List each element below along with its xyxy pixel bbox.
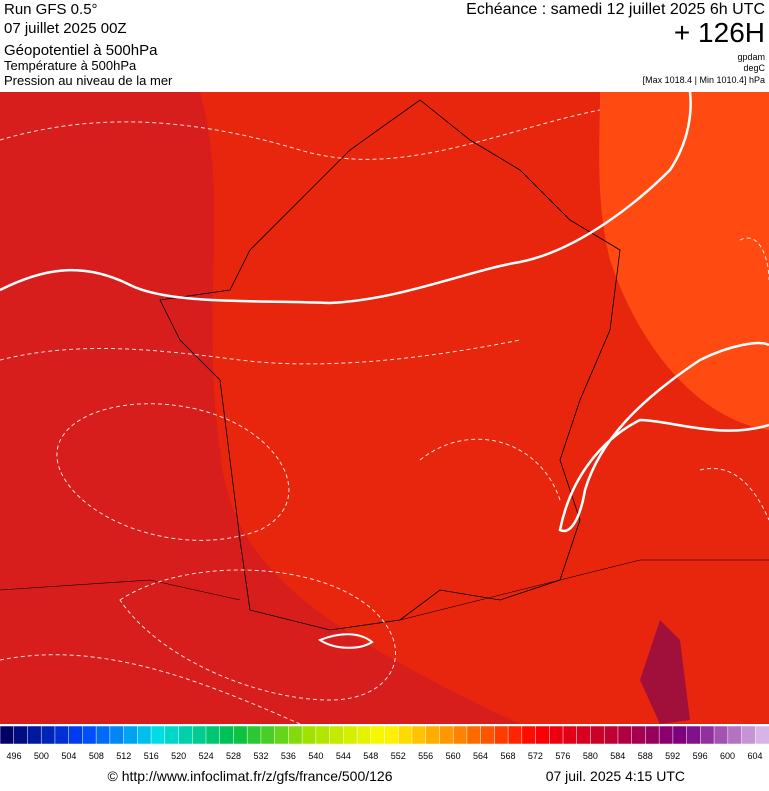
scale-swatch <box>727 725 743 745</box>
scale-swatch <box>68 725 84 745</box>
scale-swatch <box>494 725 509 745</box>
scale-label: 544 <box>336 751 351 761</box>
scale-label: 508 <box>89 751 104 761</box>
scale-swatch <box>713 725 729 745</box>
scale-swatch <box>356 725 372 745</box>
scale-swatch <box>411 725 427 745</box>
footer-url: © http://www.infoclimat.fr/z/gfs/france/… <box>108 768 393 784</box>
scale-swatch <box>274 725 290 745</box>
scale-swatch <box>562 725 578 745</box>
scale-swatch <box>27 725 42 745</box>
scale-swatch <box>603 725 619 745</box>
scale-swatch <box>137 725 152 745</box>
scale-label: 504 <box>61 751 76 761</box>
scale-swatch <box>54 725 70 745</box>
scale-label: 560 <box>446 751 461 761</box>
scale-label: 604 <box>747 751 762 761</box>
scale-swatch <box>452 725 468 745</box>
pressure-range: [Max 1018.4 | Min 1010.4] hPa <box>643 75 765 85</box>
scale-swatch <box>233 725 248 745</box>
scale-label: 512 <box>116 751 131 761</box>
scale-swatch <box>109 725 125 745</box>
run-date: 07 juillet 2025 00Z <box>4 20 127 37</box>
scale-label: 580 <box>583 751 598 761</box>
scale-label: 548 <box>363 751 378 761</box>
scale-label: 600 <box>720 751 735 761</box>
scale-label: 588 <box>638 751 653 761</box>
scale-swatch <box>260 725 276 745</box>
scale-swatch <box>246 725 262 745</box>
scale-label: 556 <box>418 751 433 761</box>
run-label: Run GFS 0.5° <box>4 1 98 18</box>
scale-swatch <box>164 725 180 745</box>
scale-swatch <box>480 725 496 745</box>
scale-swatch <box>288 725 303 745</box>
scale-swatch <box>535 725 551 745</box>
scale-swatch <box>425 725 441 745</box>
scale-swatch <box>590 725 605 745</box>
scale-label: 572 <box>528 751 543 761</box>
scale-swatch <box>439 725 454 745</box>
scale-label: 596 <box>693 751 708 761</box>
footer-time: 07 juil. 2025 4:15 UTC <box>546 768 685 784</box>
scale-label: 540 <box>308 751 323 761</box>
scale-label: 532 <box>253 751 268 761</box>
scale-swatch <box>95 725 111 745</box>
scale-swatch <box>658 725 674 745</box>
scale-swatch <box>384 725 399 745</box>
scale-swatch <box>178 725 193 745</box>
scale-swatch <box>686 725 702 745</box>
scale-label: 500 <box>34 751 49 761</box>
scale-label: 552 <box>391 751 406 761</box>
scale-swatch <box>741 725 757 745</box>
scale-swatch <box>755 725 769 745</box>
scale-label: 520 <box>171 751 186 761</box>
scale-swatch <box>315 725 331 745</box>
unit-degc: degC <box>743 63 765 73</box>
scale-swatch <box>13 725 29 745</box>
scale-swatch <box>631 725 647 745</box>
scale-label: 496 <box>6 751 21 761</box>
scale-swatch <box>549 725 564 745</box>
scale-swatch <box>507 725 523 745</box>
param-geopotential: Géopotentiel à 500hPa <box>4 42 158 59</box>
scale-swatch <box>0 725 15 745</box>
unit-gpdam: gpdam <box>737 52 765 62</box>
scale-label: 528 <box>226 751 241 761</box>
scale-swatch <box>343 725 358 745</box>
scale-swatch <box>82 725 97 745</box>
scale-label: 524 <box>199 751 214 761</box>
scale-swatch <box>576 725 592 745</box>
scale-swatch <box>521 725 537 745</box>
scale-swatch <box>150 725 166 745</box>
scale-label: 536 <box>281 751 296 761</box>
scale-label: 576 <box>555 751 570 761</box>
map <box>0 91 769 725</box>
scale-swatch <box>672 725 688 745</box>
scale-swatch <box>370 725 386 745</box>
scale-label: 592 <box>665 751 680 761</box>
scale-label: 584 <box>610 751 625 761</box>
scale-swatch <box>123 725 139 745</box>
scale-swatch <box>219 725 235 745</box>
param-pressure: Pression au niveau de la mer <box>4 73 173 88</box>
scale-swatch <box>617 725 633 745</box>
scale-label: 516 <box>144 751 159 761</box>
param-temperature: Température à 500hPa <box>4 58 137 73</box>
scale-swatch <box>40 725 56 745</box>
scale-swatch <box>645 725 660 745</box>
scale-swatch <box>700 725 715 745</box>
offset: + 126H <box>674 17 765 48</box>
scale-swatch <box>301 725 317 745</box>
scale-label: 564 <box>473 751 488 761</box>
scale-swatch <box>397 725 413 745</box>
scale-swatch <box>205 725 221 745</box>
echeance: Echéance : samedi 12 juillet 2025 6h UTC <box>466 1 765 18</box>
color-scale: 496 500 504 508 512 516 520 524 528 532 536 540 544 5… <box>0 725 769 761</box>
scale-swatch <box>192 725 207 745</box>
scale-swatch <box>329 725 345 745</box>
scale-swatch <box>466 725 482 745</box>
scale-label: 568 <box>500 751 515 761</box>
